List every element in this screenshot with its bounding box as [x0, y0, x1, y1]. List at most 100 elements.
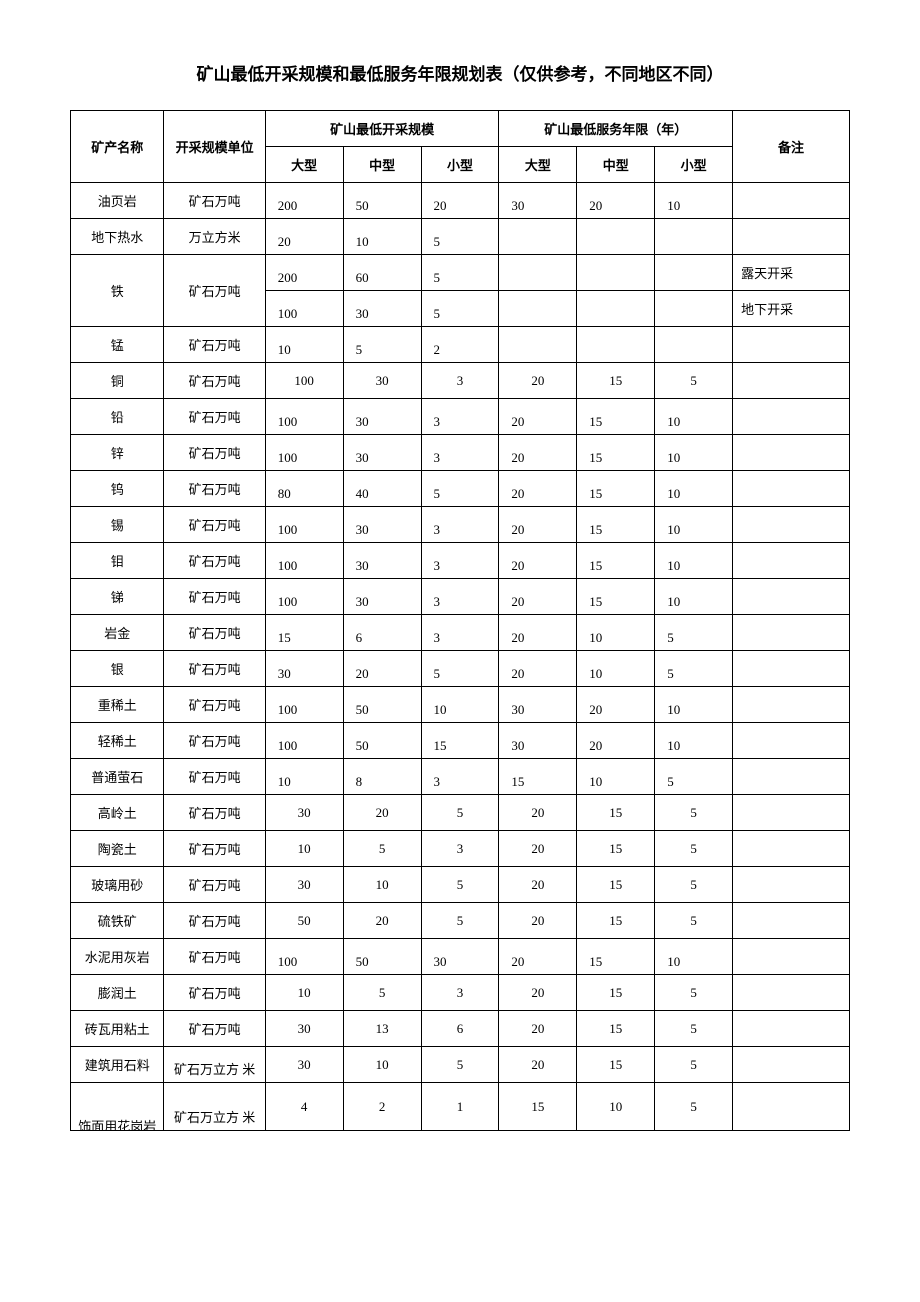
table-row: 硫铁矿矿石万吨5020520155	[71, 903, 850, 939]
cell-scale: 10	[421, 687, 499, 723]
cell-year: 20	[499, 615, 577, 651]
cell-year: 30	[499, 687, 577, 723]
cell-year: 20	[577, 723, 655, 759]
cell-year: 15	[577, 795, 655, 831]
table-row: 锌矿石万吨100303201510	[71, 435, 850, 471]
cell-scale: 200	[265, 183, 343, 219]
cell-year: 15	[577, 507, 655, 543]
cell-year: 15	[577, 831, 655, 867]
cell-scale: 30	[343, 507, 421, 543]
table-row: 玻璃用砂矿石万吨3010520155	[71, 867, 850, 903]
page-title: 矿山最低开采规模和最低服务年限规划表（仅供参考，不同地区不同）	[70, 60, 850, 85]
cell-scale: 3	[421, 615, 499, 651]
cell-name: 铜	[71, 363, 164, 399]
cell-year	[577, 255, 655, 291]
cell-year	[499, 291, 577, 327]
cell-year: 10	[577, 1083, 655, 1131]
cell-scale: 100	[265, 723, 343, 759]
cell-scale: 5	[343, 831, 421, 867]
cell-note	[733, 687, 850, 723]
cell-note	[733, 327, 850, 363]
cell-scale: 5	[343, 975, 421, 1011]
cell-year: 5	[655, 795, 733, 831]
cell-name: 水泥用灰岩	[71, 939, 164, 975]
cell-note	[733, 435, 850, 471]
cell-year: 15	[577, 435, 655, 471]
table-row: 锑矿石万吨100303201510	[71, 579, 850, 615]
cell-name: 锑	[71, 579, 164, 615]
cell-note	[733, 651, 850, 687]
cell-scale: 30	[265, 1047, 343, 1083]
cell-name: 饰面用花岗岩	[71, 1083, 164, 1131]
cell-scale: 20	[343, 903, 421, 939]
cell-year: 10	[577, 759, 655, 795]
cell-scale: 50	[343, 723, 421, 759]
cell-unit: 矿石万吨	[164, 327, 265, 363]
cell-scale: 50	[343, 939, 421, 975]
cell-unit: 矿石万吨	[164, 471, 265, 507]
cell-year	[577, 291, 655, 327]
cell-year: 5	[655, 651, 733, 687]
cell-year: 10	[655, 939, 733, 975]
cell-year	[499, 327, 577, 363]
table-row: 重稀土矿石万吨1005010302010	[71, 687, 850, 723]
cell-scale: 4	[265, 1083, 343, 1131]
cell-scale: 5	[421, 291, 499, 327]
table-row: 普通萤石矿石万吨108315105	[71, 759, 850, 795]
cell-unit: 矿石万立方 米	[164, 1083, 265, 1131]
cell-scale: 30	[265, 651, 343, 687]
cell-name: 建筑用石料	[71, 1047, 164, 1083]
cell-scale: 30	[265, 795, 343, 831]
cell-year: 20	[577, 687, 655, 723]
cell-scale: 100	[265, 363, 343, 399]
table-row: 饰面用花岗岩矿石万立方 米42115105	[71, 1083, 850, 1131]
cell-note	[733, 363, 850, 399]
cell-unit: 矿石万吨	[164, 723, 265, 759]
cell-year: 5	[655, 1083, 733, 1131]
cell-scale: 6	[421, 1011, 499, 1047]
header-name: 矿产名称	[71, 111, 164, 183]
cell-year: 10	[655, 687, 733, 723]
cell-note	[733, 543, 850, 579]
cell-scale: 50	[343, 687, 421, 723]
cell-note	[733, 795, 850, 831]
cell-unit: 矿石万吨	[164, 975, 265, 1011]
cell-unit: 矿石万吨	[164, 831, 265, 867]
cell-scale: 10	[343, 219, 421, 255]
header-scale-group: 矿山最低开采规模	[265, 111, 499, 147]
cell-year: 5	[655, 903, 733, 939]
table-body: 油页岩矿石万吨2005020302010地下热水万立方米20105铁矿石万吨20…	[71, 183, 850, 1131]
cell-name: 陶瓷土	[71, 831, 164, 867]
cell-year	[499, 219, 577, 255]
cell-unit: 矿石万吨	[164, 903, 265, 939]
cell-name: 玻璃用砂	[71, 867, 164, 903]
cell-unit: 矿石万吨	[164, 183, 265, 219]
header-scale-small: 小型	[421, 147, 499, 183]
cell-note	[733, 615, 850, 651]
cell-year: 30	[499, 723, 577, 759]
cell-year: 15	[577, 579, 655, 615]
cell-scale: 30	[421, 939, 499, 975]
cell-year: 15	[577, 543, 655, 579]
cell-unit: 矿石万吨	[164, 579, 265, 615]
cell-year: 5	[655, 831, 733, 867]
cell-year: 20	[499, 1011, 577, 1047]
cell-name: 硫铁矿	[71, 903, 164, 939]
cell-year: 20	[499, 471, 577, 507]
cell-scale: 80	[265, 471, 343, 507]
cell-year	[655, 291, 733, 327]
cell-year: 20	[577, 183, 655, 219]
header-unit: 开采规模单位	[164, 111, 265, 183]
cell-scale: 20	[343, 651, 421, 687]
cell-scale: 50	[265, 903, 343, 939]
cell-note	[733, 579, 850, 615]
cell-year: 10	[655, 723, 733, 759]
header-year-small: 小型	[655, 147, 733, 183]
cell-scale: 8	[343, 759, 421, 795]
mining-table: 矿产名称 开采规模单位 矿山最低开采规模 矿山最低服务年限（年） 备注 大型 中…	[70, 110, 850, 1131]
cell-year: 10	[655, 435, 733, 471]
table-row: 高岭土矿石万吨3020520155	[71, 795, 850, 831]
cell-year: 10	[655, 507, 733, 543]
cell-scale: 30	[343, 399, 421, 435]
cell-year: 20	[499, 867, 577, 903]
